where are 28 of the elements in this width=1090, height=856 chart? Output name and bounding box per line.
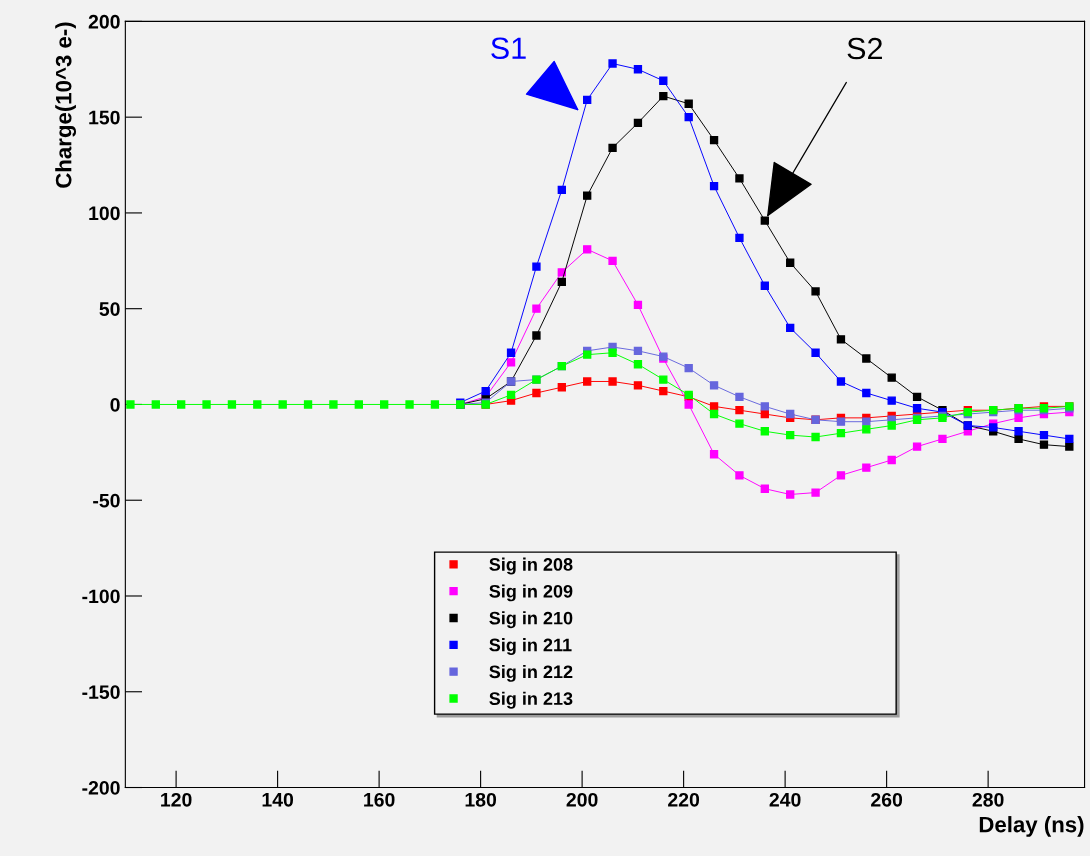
y-tick-label: -50 — [93, 493, 120, 508]
y-tick-label: 50 — [99, 302, 120, 316]
y-tick-label: -200 — [82, 780, 120, 795]
x-axis-title: Delay (ns) — [979, 816, 1084, 837]
x-tick-label: 260 — [871, 792, 903, 807]
x-tick-label: 200 — [566, 792, 598, 807]
y-tick-label: 150 — [89, 110, 120, 125]
y-axis-title: Charge(10^3 e-) — [55, 22, 77, 188]
y-tick-label: -150 — [82, 685, 120, 699]
annotation: S2 — [847, 37, 882, 60]
y-tick-label: 0 — [110, 397, 120, 412]
x-tick-label: 280 — [972, 792, 1004, 807]
y-tick-label: -100 — [82, 589, 120, 604]
legend-label: Sig in 210 — [489, 611, 573, 629]
y-tick-label: 200 — [88, 14, 120, 29]
x-tick-label: 220 — [668, 792, 700, 807]
legend-label: Sig in 209 — [489, 584, 573, 602]
x-tick-label: 160 — [364, 792, 395, 807]
legend-label: Sig in 213 — [489, 691, 573, 709]
x-tick-label: 140 — [262, 792, 294, 807]
legend-label: Sig in 212 — [489, 664, 573, 682]
x-tick-label: 240 — [769, 792, 801, 807]
x-tick-label: 180 — [465, 792, 497, 807]
legend-label: Sig in 211 — [489, 638, 572, 655]
y-tick-label: 100 — [89, 206, 120, 221]
annotation: S1 — [491, 37, 526, 60]
x-tick-label: 120 — [161, 792, 192, 807]
legend-label: Sig in 208 — [489, 557, 573, 575]
